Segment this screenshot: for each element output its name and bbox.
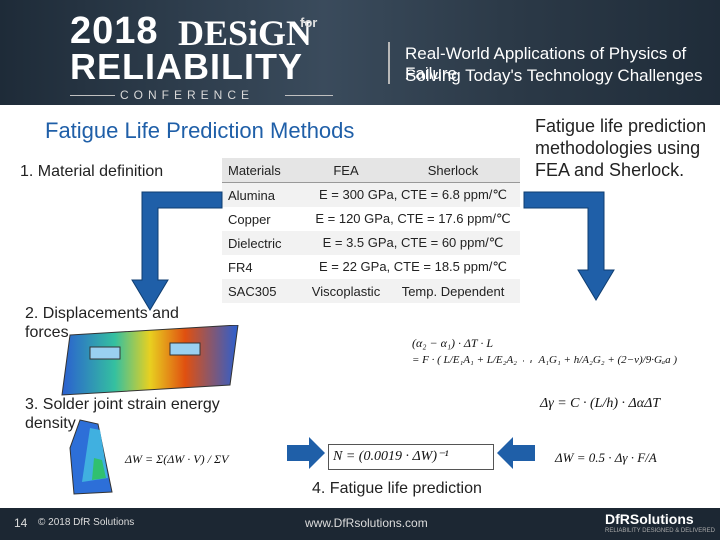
row-material: Copper [228, 211, 271, 227]
table-row: FR4 E = 22 GPa, CTE = 18.5 ppm/℃ [222, 255, 520, 279]
from-energy-arrow [497, 437, 535, 469]
right-small-arrow [517, 342, 543, 368]
footer: 14 © 2018 DfR Solutions www.DfRsolutions… [0, 508, 720, 540]
footer-url: www.DfRsolutions.com [305, 516, 428, 530]
row-material: SAC305 [228, 283, 277, 299]
to-life-arrow [287, 437, 325, 469]
table-row: SAC305 Viscoplastic Temp. Dependent [222, 279, 520, 303]
banner-divider [388, 42, 390, 84]
row-value: E = 3.5 GPa, CTE = 60 ppm/℃ [322, 235, 504, 250]
force-formula-rhs: = F · ( L/E₁A₁ + L/E₂A₂ + h/A₁G₁ + h/A₂G… [412, 354, 678, 366]
table-row: Dielectric E = 3.5 GPa, CTE = 60 ppm/℃ [222, 231, 520, 255]
slide-title: Fatigue Life Prediction Methods [45, 118, 355, 143]
strain-formula: Δγ = C · (L/h) · ΔαΔT [540, 396, 661, 411]
row-value: E = 120 GPa, CTE = 17.6 ppm/℃ [315, 211, 511, 226]
row-value: E = 22 GPa, CTE = 18.5 ppm/℃ [318, 259, 508, 274]
logo-for: for [300, 15, 318, 30]
table-row: Alumina E = 300 GPa, CTE = 6.8 ppm/℃ [222, 183, 520, 207]
force-formula-lhs: (α₂ − α₁) · ΔT · L [412, 336, 493, 350]
tagline-line1: Real-World Applications of Physics of Fa… [405, 44, 687, 83]
logo-rule-left [70, 95, 115, 96]
logo-year: 2018 [70, 10, 159, 52]
banner-background [0, 0, 720, 105]
energy-formula: ΔW = 0.5 · Δγ · F/A [555, 450, 657, 465]
fea-board-image [61, 325, 239, 396]
header-sherlock: Sherlock [427, 162, 479, 178]
tagline-line2: Solving Today's Technology Challenges [405, 66, 703, 85]
table-row: Copper E = 120 GPa, CTE = 17.6 ppm/℃ [222, 207, 520, 231]
left-bent-arrow [131, 191, 223, 311]
header-fea: FEA [333, 162, 359, 178]
average-energy-formula: ΔW = Σ(ΔW · V) / ΣV [125, 452, 229, 466]
logo-design: DESiGN [178, 13, 313, 53]
row-material: FR4 [228, 259, 253, 275]
conference-banner: 2018 DESiGN for RELIABILITY CONFERENCE R… [0, 0, 720, 105]
footer-logo: DfRSolutions [605, 511, 694, 527]
page-number: 14 [14, 516, 28, 530]
step-1-label: 1. Material definition [20, 163, 164, 180]
row-value: E = 300 GPa, CTE = 6.8 ppm/℃ [318, 187, 508, 202]
footer-logo-tagline: RELIABILITY DESIGNED & DELIVERED [605, 528, 715, 534]
side-note: Fatigue life prediction methodologies us… [535, 116, 707, 180]
right-bent-arrow [523, 191, 615, 301]
materials-table: Materials FEA Sherlock Alumina E = 300 G… [222, 158, 520, 303]
step-3-label: 3. Solder joint strain energy density [25, 396, 220, 432]
row-sherlock: Temp. Dependent [401, 283, 505, 299]
footer-copyright: © 2018 DfR Solutions [38, 517, 135, 528]
header-materials: Materials [228, 162, 281, 178]
step-2-label: 2. Displacements and forces [25, 305, 179, 341]
life-formula: N = (0.0019 · ΔW)⁻¹ [328, 444, 494, 470]
logo-rule-right [285, 95, 333, 96]
row-fea: Viscoplastic [311, 283, 381, 299]
row-material: Alumina [228, 187, 275, 203]
logo-conference: CONFERENCE [120, 88, 255, 102]
step-4-label: 4. Fatigue life prediction [312, 480, 482, 497]
row-material: Dielectric [228, 235, 282, 251]
table-header: Materials FEA Sherlock [222, 158, 520, 183]
solder-joint-image [69, 419, 113, 495]
logo-reliability: RELIABILITY [70, 46, 303, 87]
